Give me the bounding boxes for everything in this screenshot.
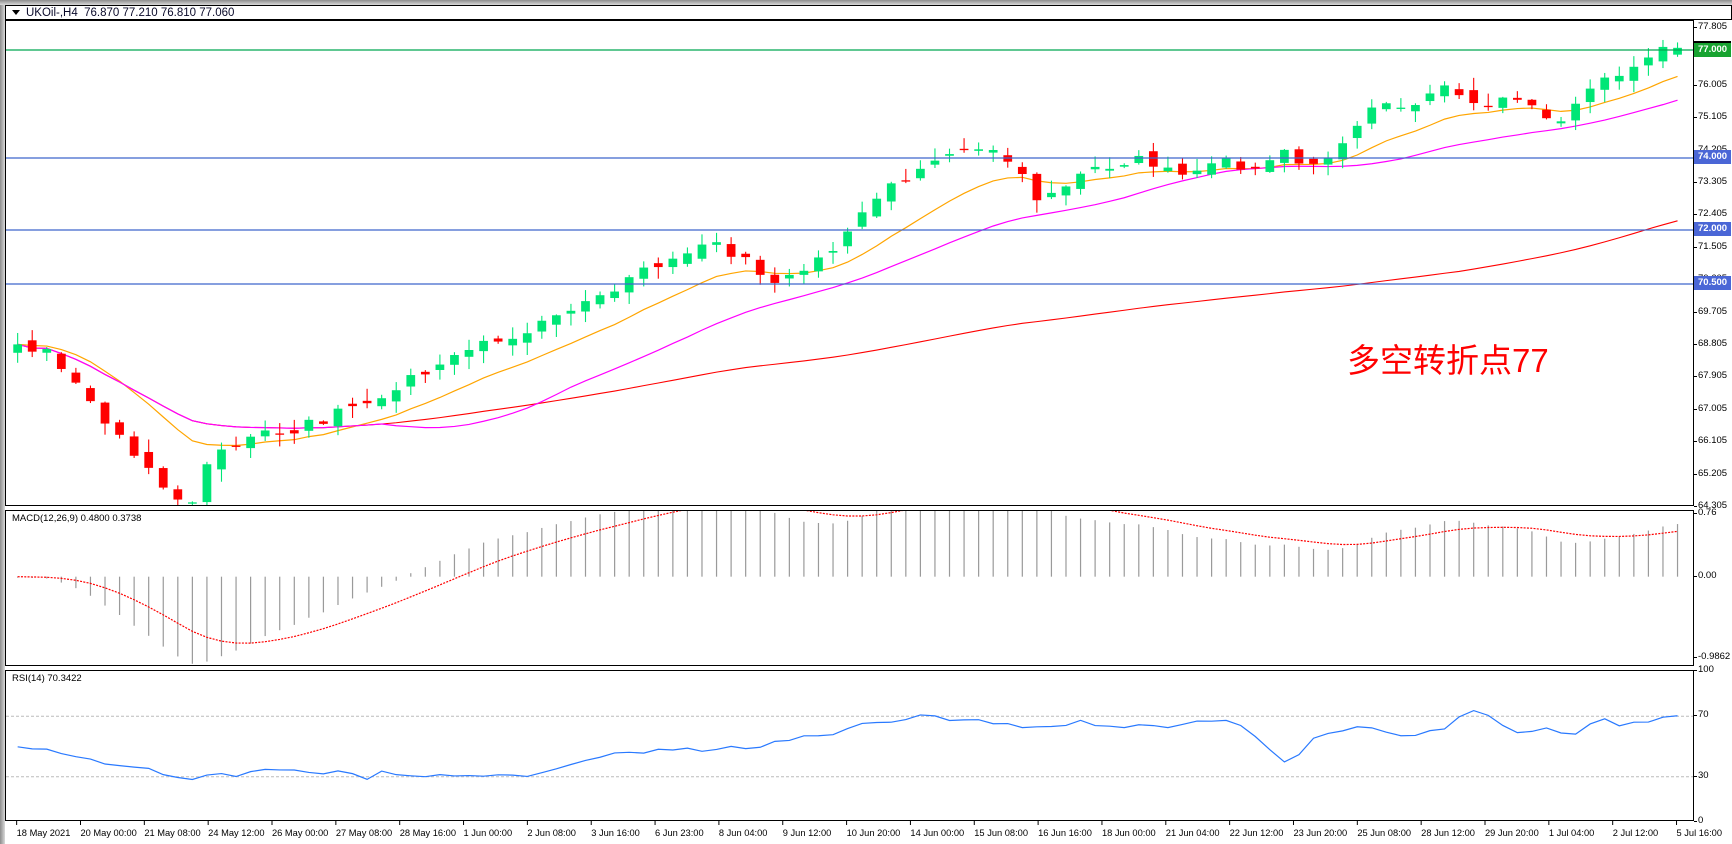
- svg-text:21 Jun 04:00: 21 Jun 04:00: [1166, 828, 1220, 838]
- svg-text:20 May 00:00: 20 May 00:00: [80, 828, 136, 838]
- svg-text:25 Jun 08:00: 25 Jun 08:00: [1357, 828, 1411, 838]
- svg-text:18 Jun 00:00: 18 Jun 00:00: [1102, 828, 1156, 838]
- svg-text:27 May 08:00: 27 May 08:00: [336, 828, 392, 838]
- svg-text:3 Jun 16:00: 3 Jun 16:00: [591, 828, 640, 838]
- svg-text:14 Jun 00:00: 14 Jun 00:00: [910, 828, 964, 838]
- svg-text:5 Jul 16:00: 5 Jul 16:00: [1677, 828, 1723, 838]
- svg-text:15 Jun 08:00: 15 Jun 08:00: [974, 828, 1028, 838]
- svg-text:1 Jul 04:00: 1 Jul 04:00: [1549, 828, 1595, 838]
- svg-text:6 Jun 23:00: 6 Jun 23:00: [655, 828, 704, 838]
- svg-text:21 May 08:00: 21 May 08:00: [144, 828, 200, 838]
- svg-text:8 Jun 04:00: 8 Jun 04:00: [719, 828, 768, 838]
- svg-text:10 Jun 20:00: 10 Jun 20:00: [847, 828, 901, 838]
- svg-text:28 Jun 12:00: 28 Jun 12:00: [1421, 828, 1475, 838]
- svg-text:1 Jun 00:00: 1 Jun 00:00: [464, 828, 513, 838]
- svg-text:18 May 2021: 18 May 2021: [17, 828, 71, 838]
- svg-text:24 May 12:00: 24 May 12:00: [208, 828, 264, 838]
- svg-text:22 Jun 12:00: 22 Jun 12:00: [1230, 828, 1284, 838]
- svg-text:2 Jul 12:00: 2 Jul 12:00: [1613, 828, 1659, 838]
- svg-text:26 May 00:00: 26 May 00:00: [272, 828, 328, 838]
- svg-text:28 May 16:00: 28 May 16:00: [400, 828, 456, 838]
- svg-text:2 Jun 08:00: 2 Jun 08:00: [527, 828, 576, 838]
- svg-text:23 Jun 20:00: 23 Jun 20:00: [1293, 828, 1347, 838]
- svg-text:9 Jun 12:00: 9 Jun 12:00: [783, 828, 832, 838]
- svg-text:多空转折点77: 多空转折点77: [1347, 342, 1549, 379]
- svg-text:16 Jun 16:00: 16 Jun 16:00: [1038, 828, 1092, 838]
- svg-text:29 Jun 20:00: 29 Jun 20:00: [1485, 828, 1539, 838]
